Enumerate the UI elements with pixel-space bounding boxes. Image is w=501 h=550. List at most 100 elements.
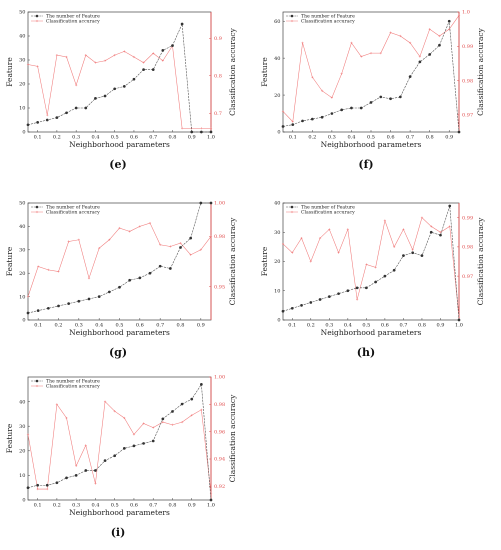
y-right-axis-label: Classification accuracy (228, 27, 237, 115)
accuracy-point (77, 238, 80, 241)
series-line-accuracy (27, 401, 212, 494)
feature-point (168, 267, 172, 270)
feature-point (45, 483, 49, 487)
y-left-tick-label: 50 (19, 201, 25, 207)
feature-point (318, 298, 322, 301)
feature-point (365, 286, 368, 290)
y-left-tick-label: 30 (274, 230, 280, 236)
y-right-tick-label: 0.96 (214, 429, 225, 435)
y-right-tick-label: 1.0 (462, 10, 470, 16)
x-tick-label: 0.2 (55, 323, 63, 329)
accuracy-point (123, 50, 126, 53)
chart-panel-3: 0.1 0.2 0.3 0.4 0.5 0.6 0.7 0.8 0.9 0 10 20 30 40 50 0.… (5, 201, 237, 337)
x-tick-label: 0.1 (288, 323, 296, 329)
feature-point (189, 236, 193, 240)
feature-point (190, 397, 194, 401)
y-right-tick-label: 0.98 (462, 245, 473, 251)
y-left-tick-label: 40 (19, 399, 25, 405)
accuracy-point (55, 54, 58, 57)
x-tick-label: 0.3 (75, 323, 83, 329)
feature-point (161, 49, 165, 52)
accuracy-point (318, 237, 322, 240)
accuracy-point (340, 72, 343, 75)
x-tick-label: 0.3 (72, 135, 80, 141)
y-right-tick-label: 1.00 (214, 201, 225, 207)
feature-point (209, 498, 213, 502)
x-tick-label: 1.0 (207, 503, 215, 509)
y-left-tick-label: 10 (19, 473, 25, 479)
feature-point (94, 97, 97, 100)
y-right-tick-label: 1.00 (214, 375, 225, 381)
accuracy-point (169, 245, 172, 248)
x-tick-label: 0.9 (197, 323, 205, 329)
feature-point (457, 318, 461, 322)
accuracy-point (113, 410, 116, 413)
y-left-tick-label: 60 (274, 19, 280, 25)
accuracy-point (190, 414, 193, 417)
x-tick-label: 0.2 (307, 323, 315, 329)
accuracy-point (26, 63, 30, 66)
accuracy-point (402, 228, 405, 231)
accuracy-point (438, 34, 441, 38)
feature-point (300, 304, 303, 307)
accuracy-point (457, 14, 461, 17)
feature-point (94, 469, 97, 472)
legend-label-feature: The number of Feature (46, 14, 100, 20)
legend-marker-feature (290, 205, 294, 209)
x-axis-label: Neighborhood parameters (69, 508, 170, 517)
feature-point (301, 119, 304, 123)
x-tick-label: 0.2 (53, 135, 61, 141)
y-right-tick-label: 0.97 (462, 274, 473, 280)
accuracy-point (148, 221, 152, 225)
accuracy-point (94, 61, 97, 64)
feature-point (359, 106, 363, 110)
series-line-accuracy (27, 222, 212, 297)
y-left-tick-label: 30 (19, 248, 25, 254)
x-tick-label: 1.0 (455, 323, 463, 329)
x-tick-label: 0.7 (156, 323, 164, 329)
accuracy-point (103, 400, 107, 403)
x-tick-label: 0.5 (367, 135, 375, 141)
accuracy-point (118, 226, 121, 230)
feature-point (128, 278, 132, 282)
feature-point (107, 290, 111, 294)
feature-point (122, 85, 126, 88)
y-left-tick-label: 30 (19, 58, 25, 64)
accuracy-point (103, 59, 107, 62)
accuracy-point (152, 426, 155, 429)
accuracy-point (132, 55, 136, 59)
x-tick-label: 0.6 (381, 323, 389, 329)
y-left-tick-label: 10 (19, 106, 25, 112)
feature-point (180, 402, 184, 406)
plot-frame (27, 202, 212, 321)
accuracy-point (55, 403, 58, 406)
accuracy-point (189, 253, 192, 256)
accuracy-point (393, 245, 396, 248)
x-tick-label: 0.5 (111, 135, 119, 141)
feature-point (158, 264, 162, 268)
accuracy-point (98, 247, 101, 250)
feature-point (374, 280, 377, 284)
accuracy-point (57, 270, 60, 273)
legend-marker-accuracy (290, 19, 294, 23)
accuracy-point (360, 55, 363, 58)
accuracy-point (37, 265, 40, 268)
feature-point (291, 123, 295, 126)
accuracy-point (46, 114, 49, 117)
feature-point (281, 125, 285, 128)
y-right-axis-label: Classification accuracy (476, 27, 485, 115)
chart-panel-2: 0.1 0.2 0.3 0.4 0.5 0.6 0.7 0.8 0.9 0 20 40 60 0.97 0.… (260, 10, 485, 149)
x-tick-label: 0.1 (34, 323, 42, 329)
feature-point (420, 254, 424, 257)
accuracy-point (142, 61, 145, 64)
feature-point (429, 230, 433, 234)
feature-point (84, 106, 88, 110)
feature-point (392, 268, 396, 272)
x-tick-label: 0.6 (387, 135, 395, 141)
accuracy-point (365, 263, 368, 266)
accuracy-point (356, 298, 359, 301)
accuracy-point (152, 52, 155, 55)
y-right-axis-label: Classification accuracy (228, 394, 237, 482)
feature-point (398, 95, 402, 99)
feature-point (418, 60, 422, 64)
